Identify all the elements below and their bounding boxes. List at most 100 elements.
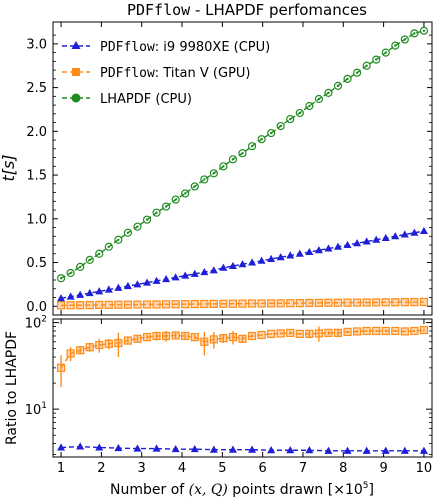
time-y-tick-label: 1.5 [26, 169, 47, 184]
time-point-s1 [343, 298, 352, 307]
time-point-s2 [238, 149, 247, 158]
ratio-point-s1 [410, 326, 419, 336]
time-point-s0 [143, 278, 152, 286]
time-point-s0 [238, 260, 247, 268]
time-point-s2-center [298, 111, 301, 115]
time-point-s2 [400, 35, 409, 44]
time-point-s1 [381, 298, 390, 307]
time-point-s2 [95, 249, 104, 258]
time-point-s2 [247, 142, 257, 151]
time-point-s2 [200, 175, 209, 184]
ratio-point-s0 [152, 444, 161, 452]
time-point-s0 [133, 280, 142, 288]
time-point-s1 [419, 297, 429, 307]
time-point-s1 [209, 299, 218, 308]
ratio-point-s0 [57, 443, 66, 451]
ratio-point-s1 [76, 346, 85, 355]
time-point-s2-center [117, 238, 120, 241]
time-point-s0 [123, 281, 132, 290]
time-point-s0 [181, 271, 190, 279]
ratio-point-s1 [228, 332, 238, 342]
time-point-s0 [162, 274, 171, 283]
time-point-s1 [257, 299, 266, 308]
time-point-s1 [219, 299, 228, 308]
time-point-s0 [66, 292, 75, 300]
time-panel-frame [52, 21, 433, 316]
ratio-point-s1 [85, 343, 94, 352]
time-point-s1 [171, 300, 180, 309]
ratio-point-s0 [76, 442, 85, 450]
ratio-x-tick-label: 1 [57, 461, 65, 476]
ratio-point-s0 [305, 446, 314, 454]
time-point-s0 [85, 288, 94, 297]
ratio-x-tick-label: 7 [299, 461, 307, 476]
time-point-s1 [228, 299, 238, 308]
time-point-s2 [352, 68, 362, 77]
ratio-panel: 101 102 1 2 3 4 5 6 7 8 9 10 Ratio to LHAPDF Numbe… [4, 315, 433, 498]
time-point-s0 [410, 228, 419, 236]
ratio-series-line-0 [61, 445, 424, 452]
time-point-s0 [381, 233, 390, 242]
time-point-s2 [267, 128, 276, 138]
time-point-s2-center [374, 58, 378, 61]
time-point-s2-center [336, 84, 340, 88]
ratio-point-s0 [400, 446, 409, 454]
ratio-point-s1 [286, 328, 295, 338]
time-point-s2 [66, 268, 75, 278]
time-y-tick-label: 3.0 [26, 37, 47, 52]
time-point-s2 [123, 228, 133, 237]
chart-title-rest: - LHAPDF perfomances [190, 1, 367, 19]
time-point-s2 [410, 29, 419, 38]
ratio-point-s0 [267, 446, 276, 454]
time-point-s2 [257, 135, 266, 144]
time-point-s2-center [184, 192, 187, 195]
time-point-s1 [324, 298, 333, 307]
time-point-s1 [133, 300, 142, 309]
ratio-x-tick-label: 10 [416, 461, 433, 476]
time-point-s1 [333, 298, 343, 307]
time-point-s2 [419, 26, 429, 35]
legend-square-icon [72, 68, 80, 76]
ratio-x-tick-label: 8 [339, 461, 347, 476]
time-point-s0 [419, 226, 428, 235]
time-point-s0 [171, 273, 180, 281]
time-point-s0 [391, 232, 400, 240]
ratio-point-s1 [276, 329, 285, 338]
time-y-tick-label: 0.5 [26, 256, 47, 271]
time-point-s2 [56, 274, 66, 283]
ratio-x-axis: 1 2 3 4 5 6 7 8 9 10 [57, 319, 432, 476]
time-point-s1 [95, 300, 104, 310]
ratio-point-s0 [209, 445, 218, 453]
time-point-s1 [267, 299, 276, 308]
time-point-s0 [219, 263, 228, 271]
ratio-point-s0 [286, 446, 295, 454]
time-point-s0 [57, 294, 66, 302]
time-panel: 0.0 0.5 1.0 1.5 2.0 2.5 3.0 t[s] PDFflow: i9 9… [0, 21, 433, 316]
time-point-s1 [104, 300, 113, 309]
time-point-s0 [333, 242, 342, 250]
time-point-s2 [381, 48, 390, 57]
time-point-s0 [324, 244, 333, 252]
time-point-s1 [238, 299, 247, 308]
time-point-s0 [314, 246, 323, 254]
time-point-s2-center [88, 258, 91, 262]
time-point-s0 [76, 290, 85, 298]
time-y-tick-label: 2.5 [26, 81, 47, 96]
time-point-s2-center [355, 71, 359, 74]
time-point-s2 [324, 88, 333, 97]
ratio-x-tick-label: 2 [97, 461, 105, 476]
time-point-s0 [362, 237, 371, 245]
ratio-point-s1 [372, 326, 381, 336]
x-axis-label: Number of (x, Q) points drawn [×105] [110, 481, 374, 498]
time-point-s2 [372, 55, 381, 64]
time-point-s2 [152, 208, 161, 217]
ratio-panel-frame [52, 318, 433, 458]
ratio-series-group [56, 325, 429, 454]
time-point-s0 [114, 283, 123, 291]
time-point-s2-center [269, 131, 273, 135]
time-point-s1 [305, 298, 314, 308]
ratio-x-tick-label: 6 [259, 461, 267, 476]
ratio-point-s0 [171, 444, 180, 453]
time-point-s0 [200, 267, 209, 276]
